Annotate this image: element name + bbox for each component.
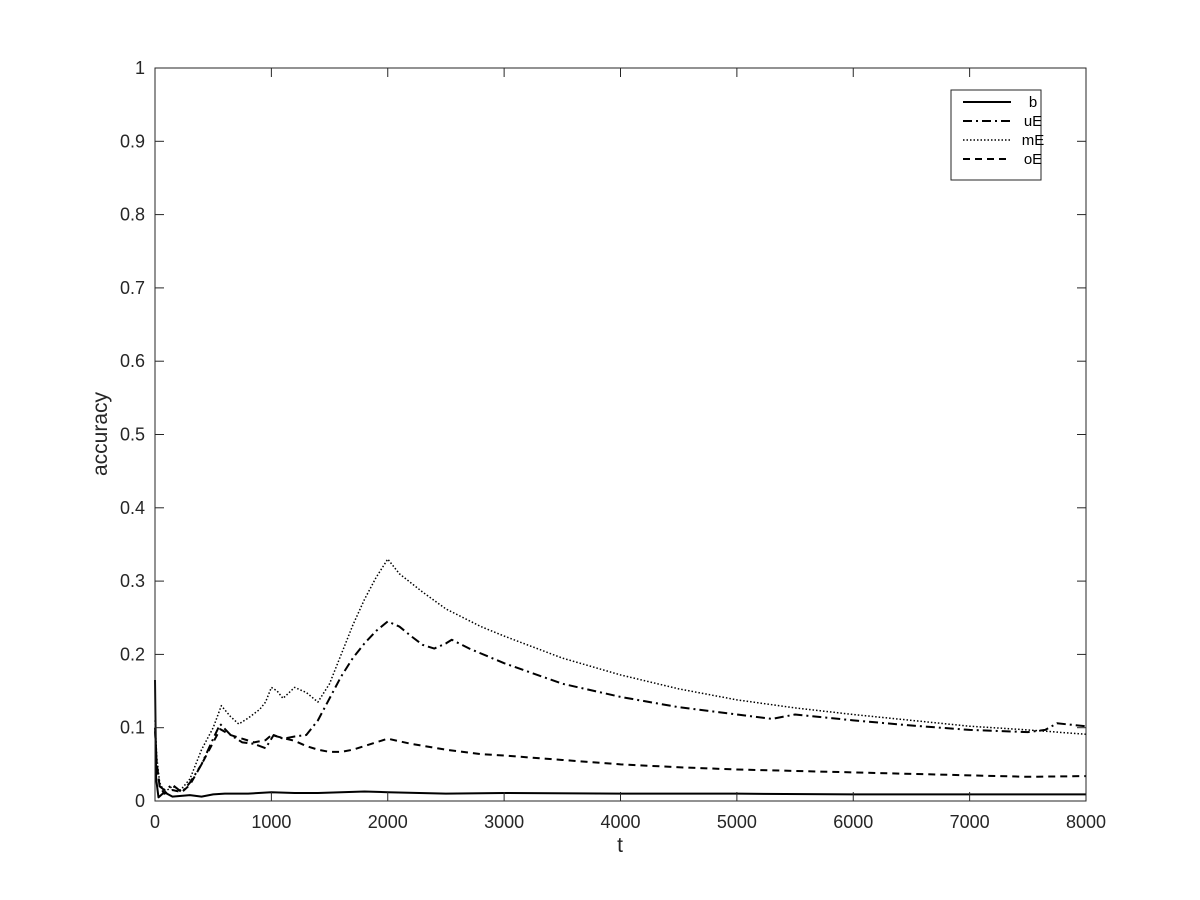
y-tick-label: 0 [135,791,145,811]
x-tick-label: 0 [150,812,160,832]
x-tick-label: 6000 [833,812,873,832]
y-tick-label: 1 [135,58,145,78]
series-line-oE [154,728,1087,795]
ticks-layer: 0 1000 2000 3000 4000 5000 6000 7000 8000 0 0.1 0.2… [120,58,1106,832]
x-tick-label: 2000 [368,812,408,832]
y-tick-label: 0.1 [120,718,145,738]
y-tick-label: 0.3 [120,571,145,591]
y-tick-label: 0.8 [120,205,145,225]
y-axis-label: accuracy [89,391,112,476]
legend-label-mE: mE [1022,132,1045,149]
x-tick-label: 1000 [251,812,291,832]
series-line-mE [154,558,1087,793]
x-tick-label: 3000 [484,812,524,832]
y-tick-label: 0.9 [120,131,145,151]
series-line-b [154,680,1086,799]
x-tick-label: 8000 [1066,812,1106,832]
y-tick-label: 0.5 [120,425,145,445]
x-axis-label: t [617,834,623,857]
legend-box [950,89,1042,181]
legend-label-oE: oE [1024,151,1042,168]
x-tick-label: 5000 [717,812,757,832]
x-tick-label: 7000 [950,812,990,832]
plot-background [155,68,1086,801]
legend-label-uE: uE [1024,113,1042,130]
x-tick-label: 4000 [600,812,640,832]
legend: b uE mE oE [950,89,1045,181]
legend-label-b: b [1029,94,1037,111]
y-tick-label: 0.2 [120,644,145,664]
y-tick-label: 0.7 [120,278,145,298]
y-tick-label: 0.4 [120,498,145,518]
y-tick-label: 0.6 [120,351,145,371]
series-layer [154,558,1087,799]
series-line-uE [154,620,1087,794]
